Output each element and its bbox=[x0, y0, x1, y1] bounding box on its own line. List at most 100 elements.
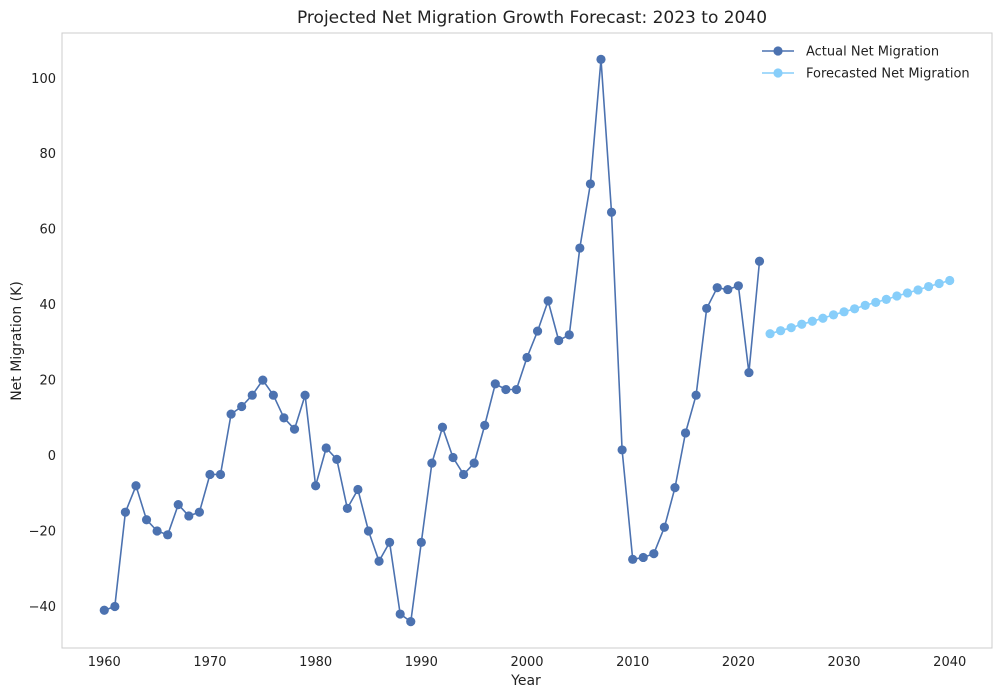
data-point bbox=[501, 384, 511, 395]
data-point bbox=[532, 326, 543, 336]
data-point bbox=[902, 288, 913, 298]
data-point bbox=[258, 375, 268, 385]
data-point bbox=[797, 319, 807, 329]
series-line bbox=[104, 58, 761, 623]
data-point bbox=[363, 526, 374, 536]
data-point bbox=[839, 307, 849, 317]
data-point bbox=[141, 515, 152, 525]
data-point bbox=[490, 379, 500, 389]
data-point bbox=[776, 326, 786, 336]
data-point bbox=[649, 549, 659, 559]
data-point bbox=[723, 284, 733, 295]
x-tick-label: 1970 bbox=[193, 655, 226, 670]
data-point bbox=[184, 511, 194, 521]
y-axis-label: Net Migration (K) bbox=[9, 281, 25, 401]
x-tick-label: 1990 bbox=[405, 655, 438, 670]
y-tick-label: 20 bbox=[39, 374, 56, 389]
data-point bbox=[237, 401, 247, 412]
series-line bbox=[769, 279, 950, 335]
x-tick-label: 2000 bbox=[510, 655, 543, 670]
legend-marker bbox=[773, 68, 783, 78]
data-point bbox=[173, 500, 183, 510]
y-tick-label: −40 bbox=[29, 600, 56, 615]
y-tick-label: 40 bbox=[39, 298, 56, 313]
data-point bbox=[458, 469, 469, 480]
chart-title: Projected Net Migration Growth Forecast:… bbox=[297, 8, 767, 28]
data-point bbox=[670, 483, 680, 493]
data-point bbox=[702, 303, 712, 314]
y-tick-label: −20 bbox=[29, 525, 56, 540]
data-point bbox=[342, 503, 352, 513]
legend-marker bbox=[773, 46, 783, 56]
data-point bbox=[628, 554, 638, 564]
legend: Actual Net Migration Forecasted Net Migra… bbox=[762, 45, 970, 82]
y-tick-label: 60 bbox=[39, 223, 56, 238]
data-point bbox=[522, 352, 532, 363]
x-tick-label: 1960 bbox=[88, 655, 121, 670]
data-point bbox=[99, 605, 109, 615]
data-point bbox=[289, 424, 300, 434]
data-point bbox=[406, 616, 416, 627]
data-point bbox=[585, 179, 596, 189]
x-axis-label: Year bbox=[510, 673, 541, 689]
data-point bbox=[332, 454, 342, 464]
y-tick-label: 100 bbox=[31, 72, 56, 87]
x-tick-label: 2020 bbox=[722, 655, 755, 670]
data-point bbox=[374, 556, 384, 566]
data-point bbox=[850, 304, 860, 314]
data-point bbox=[659, 522, 669, 532]
data-point bbox=[385, 537, 395, 547]
data-point bbox=[881, 294, 891, 304]
data-point bbox=[923, 281, 934, 292]
data-point bbox=[617, 445, 627, 455]
data-point bbox=[913, 285, 923, 295]
data-point bbox=[765, 329, 775, 339]
data-point bbox=[321, 443, 331, 453]
data-point bbox=[754, 256, 765, 266]
data-point bbox=[120, 507, 131, 517]
plot-area-frame bbox=[61, 32, 993, 649]
data-point bbox=[448, 452, 458, 463]
data-point bbox=[892, 291, 902, 301]
data-point bbox=[268, 390, 278, 400]
data-point bbox=[564, 330, 574, 340]
data-point bbox=[680, 428, 691, 438]
data-point bbox=[575, 243, 585, 253]
data-point bbox=[606, 207, 617, 217]
series-layer bbox=[99, 54, 955, 627]
y-tick-label: 0 bbox=[48, 449, 56, 464]
data-point bbox=[860, 300, 870, 311]
data-point bbox=[131, 481, 141, 491]
data-point bbox=[416, 537, 426, 547]
legend-entry-label: Forecasted Net Migration bbox=[806, 67, 970, 82]
data-point bbox=[744, 367, 754, 378]
data-point bbox=[828, 310, 839, 320]
data-point bbox=[596, 54, 606, 65]
data-point bbox=[110, 601, 120, 612]
data-point bbox=[543, 296, 553, 306]
data-point bbox=[247, 390, 257, 400]
data-point bbox=[215, 469, 226, 480]
data-point bbox=[691, 390, 701, 400]
data-point bbox=[934, 278, 944, 289]
data-point bbox=[469, 458, 479, 468]
x-tick-label: 1980 bbox=[299, 655, 332, 670]
data-point bbox=[194, 507, 204, 517]
legend-entry-label: Actual Net Migration bbox=[806, 45, 939, 60]
data-point bbox=[871, 297, 881, 307]
data-point bbox=[945, 275, 955, 286]
y-axis-ticks: −40 −20 0 20 40 60 80 100 bbox=[29, 72, 56, 615]
data-point bbox=[818, 313, 828, 323]
y-tick-label: 80 bbox=[39, 147, 56, 162]
data-point bbox=[554, 335, 564, 346]
data-point bbox=[480, 420, 490, 430]
data-point bbox=[733, 281, 743, 291]
data-point bbox=[311, 481, 321, 491]
data-point bbox=[353, 484, 363, 495]
series-2 bbox=[765, 275, 955, 339]
data-point bbox=[807, 316, 817, 326]
data-point bbox=[395, 609, 405, 619]
x-axis-ticks: 1960 1970 1980 1990 2000 2010 2020 2030 2040 bbox=[88, 655, 967, 670]
data-point bbox=[437, 422, 448, 432]
